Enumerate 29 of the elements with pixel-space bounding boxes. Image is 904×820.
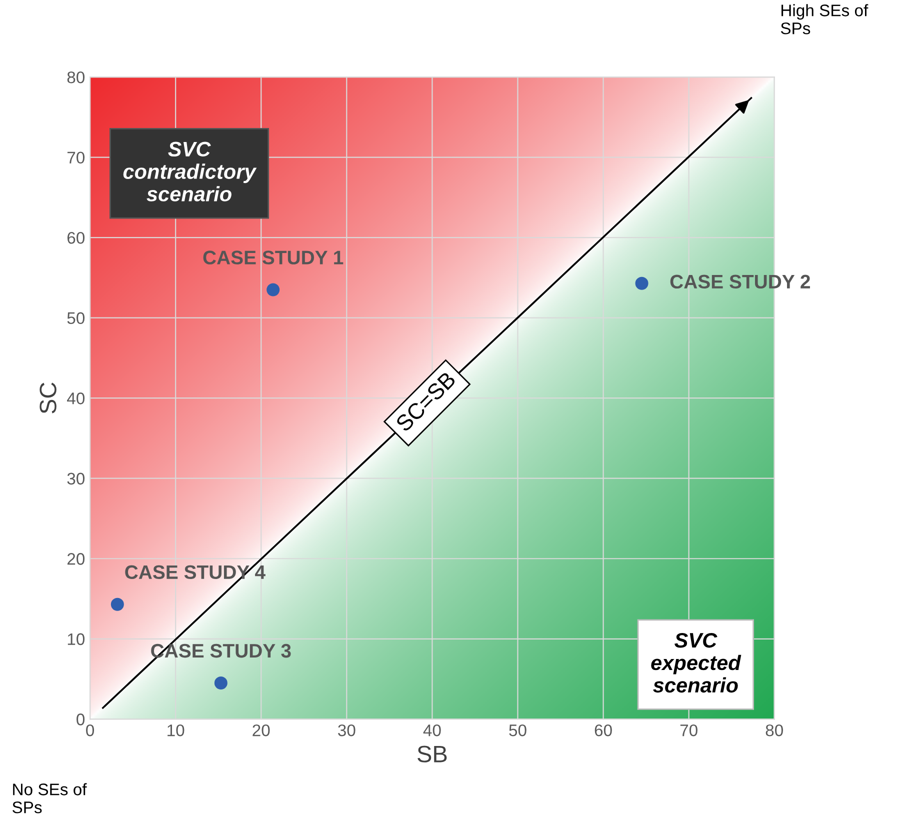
- y-tick-label: 0: [76, 714, 85, 726]
- y-tick-label: 80: [67, 71, 85, 84]
- x-tick-label: 50: [509, 724, 526, 736]
- point: [635, 276, 648, 290]
- text: High SEs of SPs: [780, 4, 868, 34]
- y-tick-label: 10: [68, 633, 85, 646]
- x-tick-label: 60: [594, 724, 612, 736]
- y-tick-label: 50: [67, 312, 85, 324]
- annotation: SVC contradictory scenario: [123, 142, 257, 202]
- y-axis-title: SC: [40, 382, 56, 414]
- x-tick-label: 10: [168, 724, 184, 736]
- point: [266, 283, 280, 296]
- y-tick-label: 30: [67, 472, 85, 485]
- y-tick-label: 20: [67, 553, 85, 565]
- x-tick-label: 30: [338, 724, 356, 736]
- y-tick-label: 60: [67, 232, 85, 244]
- point: [110, 598, 124, 611]
- x-tick-label: 70: [680, 724, 698, 736]
- annotation: SVC expected scenario: [651, 632, 742, 693]
- x-tick-label: 40: [423, 724, 441, 736]
- y-tick-label: 70: [67, 152, 85, 164]
- x-tick-label: 20: [252, 724, 270, 736]
- x-tick-label: 0: [86, 724, 94, 736]
- x-axis-title: SB: [418, 746, 447, 762]
- point: [214, 676, 228, 690]
- x-tick-label: 80: [766, 724, 783, 736]
- annotation: CASE STUDY 1: [203, 250, 344, 264]
- y-tick-label: 40: [67, 392, 85, 404]
- text: No SEs of SPs: [12, 783, 87, 814]
